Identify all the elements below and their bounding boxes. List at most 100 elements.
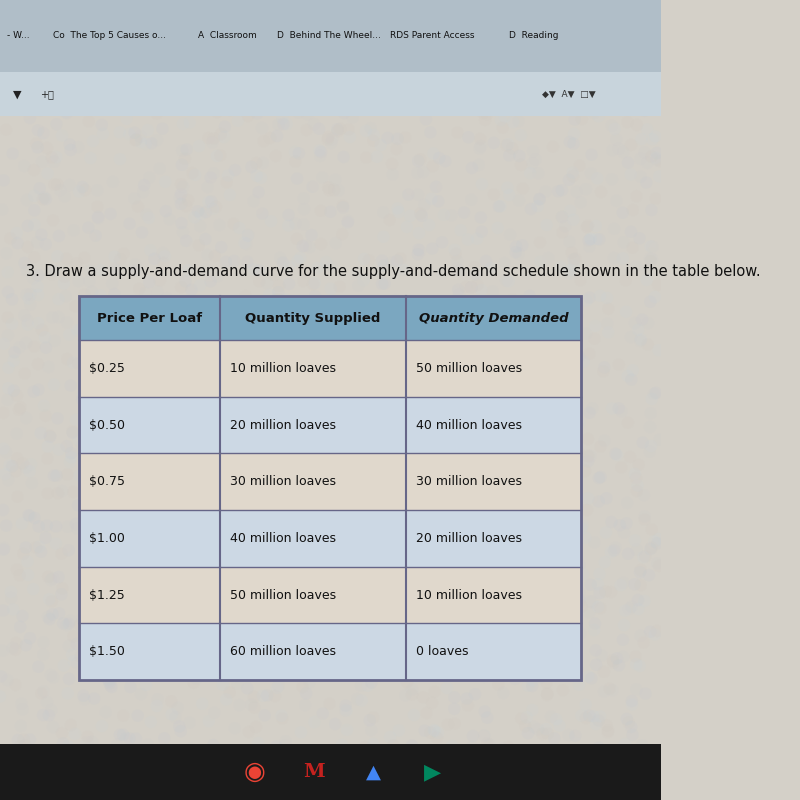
- Point: [316, 734, 329, 746]
- Point: [195, 354, 208, 367]
- Point: [5, 586, 18, 598]
- Point: [625, 721, 638, 734]
- Point: [610, 542, 622, 554]
- Point: [458, 754, 470, 767]
- Point: [18, 778, 30, 790]
- Point: [431, 414, 444, 426]
- Point: [495, 21, 508, 34]
- Point: [447, 520, 460, 533]
- Point: [122, 514, 135, 527]
- Point: [110, 422, 123, 434]
- Point: [447, 551, 460, 564]
- Point: [110, 38, 122, 50]
- Point: [82, 332, 95, 345]
- Point: [625, 400, 638, 413]
- Point: [630, 97, 643, 110]
- Point: [418, 732, 430, 745]
- Point: [130, 732, 142, 745]
- Point: [42, 487, 54, 500]
- Point: [177, 89, 190, 102]
- Point: [152, 499, 165, 512]
- Point: [46, 214, 59, 226]
- Point: [209, 250, 222, 262]
- Point: [174, 186, 187, 199]
- Point: [53, 443, 66, 456]
- Point: [543, 602, 556, 614]
- Point: [134, 511, 146, 524]
- Point: [109, 262, 122, 275]
- Point: [127, 0, 140, 12]
- Point: [608, 122, 621, 135]
- Point: [610, 194, 622, 207]
- Point: [237, 541, 250, 554]
- Point: [32, 317, 45, 330]
- Point: [346, 637, 358, 650]
- Point: [43, 593, 56, 606]
- Point: [405, 182, 418, 195]
- Point: [44, 574, 57, 586]
- Point: [180, 143, 193, 156]
- Point: [202, 195, 215, 208]
- Point: [582, 65, 595, 78]
- Point: [46, 151, 58, 164]
- Point: [414, 207, 426, 220]
- Point: [485, 490, 498, 502]
- Point: [294, 572, 306, 585]
- Point: [72, 499, 85, 512]
- Point: [362, 341, 374, 354]
- Point: [184, 25, 197, 38]
- Point: [509, 586, 522, 599]
- Point: [523, 101, 536, 114]
- Point: [385, 646, 398, 658]
- Point: [142, 489, 154, 502]
- Point: [323, 0, 336, 6]
- Point: [122, 474, 135, 486]
- Point: [163, 213, 176, 226]
- Point: [542, 479, 554, 492]
- Point: [333, 542, 346, 555]
- Point: [237, 438, 250, 451]
- Point: [398, 379, 410, 392]
- Point: [540, 218, 553, 231]
- Point: [147, 236, 160, 249]
- Point: [290, 233, 303, 246]
- Point: [102, 57, 115, 70]
- Point: [436, 236, 449, 249]
- Point: [411, 246, 424, 259]
- Point: [386, 313, 398, 326]
- Point: [637, 550, 650, 563]
- Point: [642, 569, 655, 582]
- Point: [433, 126, 446, 138]
- Point: [422, 521, 435, 534]
- Point: [633, 232, 646, 245]
- Point: [47, 378, 60, 391]
- Point: [117, 778, 130, 791]
- Point: [401, 18, 414, 31]
- Point: [441, 402, 454, 415]
- Point: [18, 499, 30, 512]
- Point: [641, 123, 654, 136]
- Point: [534, 482, 546, 495]
- Point: [267, 269, 280, 282]
- Point: [629, 534, 642, 546]
- Point: [351, 549, 364, 562]
- Point: [601, 318, 614, 330]
- Point: [491, 783, 504, 796]
- Point: [281, 434, 294, 446]
- Point: [503, 450, 516, 463]
- Point: [274, 32, 287, 45]
- Point: [561, 47, 574, 60]
- Point: [438, 608, 450, 621]
- Point: [414, 537, 427, 550]
- Point: [519, 720, 532, 733]
- Point: [579, 465, 592, 478]
- Point: [104, 378, 117, 391]
- Point: [150, 766, 163, 778]
- Point: [358, 21, 371, 34]
- Point: [206, 136, 218, 149]
- Point: [412, 532, 425, 545]
- Point: [528, 573, 541, 586]
- Point: [98, 391, 110, 404]
- Point: [576, 519, 589, 532]
- Point: [404, 762, 417, 774]
